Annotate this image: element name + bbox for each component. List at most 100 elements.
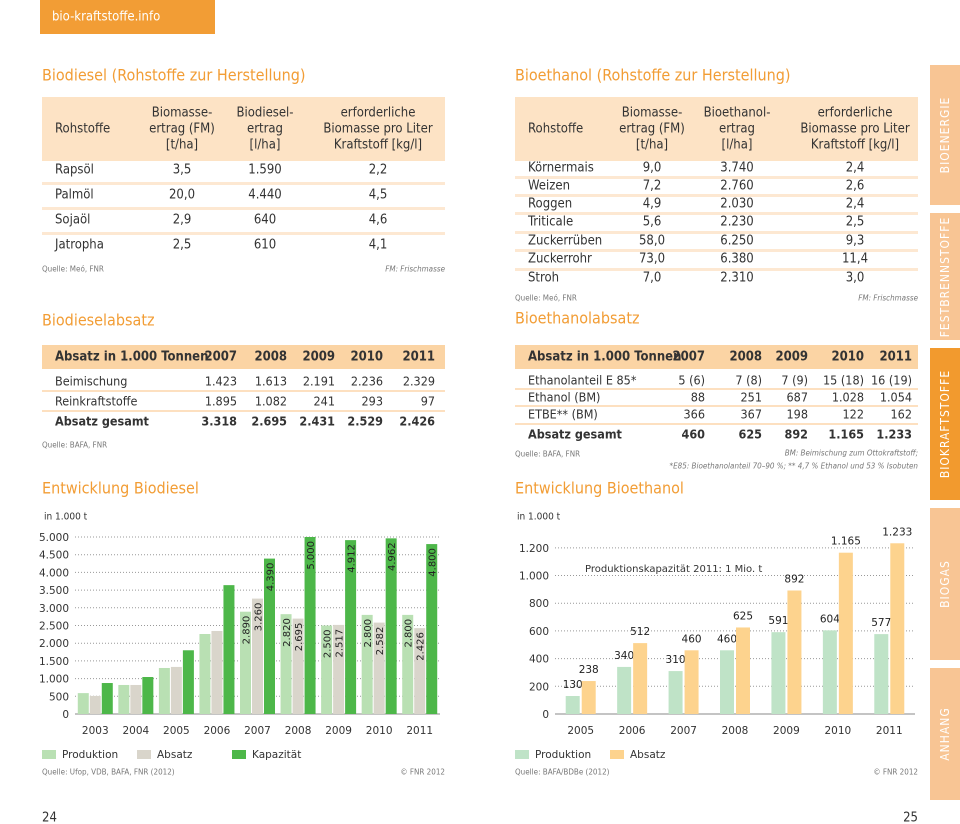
table-header: Biomasse pro Liter — [800, 121, 910, 137]
y-tick-label: 5.000 — [39, 532, 69, 544]
bar — [426, 544, 438, 714]
table-cell: 97 — [420, 393, 435, 409]
value-label: 2.426 — [416, 632, 427, 661]
bar — [736, 627, 750, 714]
bar — [633, 643, 648, 714]
table-header: Bioethanol- — [703, 105, 771, 121]
table-header: 2009 — [775, 349, 808, 365]
table-cell: ETBE** (BM) — [528, 406, 598, 422]
bar — [581, 681, 596, 714]
legend-label: Absatz — [630, 749, 666, 761]
table-cell: Absatz gesamt — [55, 413, 149, 429]
bar — [414, 628, 426, 714]
table-cell: Körnermais — [528, 160, 594, 176]
table-header: Absatz in 1.000 Tonnen — [528, 349, 682, 365]
y-tick-label: 1.500 — [39, 656, 69, 668]
value-label: 4.390 — [266, 563, 277, 592]
value-label: 5.000 — [306, 541, 317, 570]
table-cell: 3.318 — [201, 413, 237, 429]
table-cell: 16 (19) — [871, 372, 912, 388]
value-label: 460 — [717, 633, 737, 645]
table-header: 2007 — [204, 349, 237, 365]
table-header-bg — [515, 97, 918, 161]
x-tick-label: 2010 — [824, 725, 851, 737]
table-cell: 2.310 — [720, 270, 754, 286]
bar — [373, 622, 385, 714]
y-tick-label: 3.000 — [39, 603, 69, 615]
table-header: 2008 — [254, 349, 287, 365]
legend-label: Absatz — [157, 749, 193, 761]
note: BM: Beimischung zum Ottokraftstoff; — [784, 448, 918, 458]
table-cell: 2.191 — [302, 373, 335, 389]
table-cell: 1.165 — [828, 426, 864, 442]
y-tick-label: 3.500 — [39, 585, 69, 597]
table-header: ertrag (FM) — [619, 121, 685, 137]
table-header: Rohstoffe — [528, 121, 584, 137]
section-title: Bioethanolabsatz — [515, 308, 640, 328]
bar — [130, 684, 142, 714]
row-separator — [515, 404, 918, 407]
table-cell: Zuckerrüben — [528, 233, 603, 249]
bar — [345, 540, 357, 714]
y-tick-label: 200 — [529, 681, 549, 693]
value-label: 512 — [630, 626, 650, 638]
table-header: 2011 — [879, 349, 912, 365]
y-tick-label: 4.500 — [39, 550, 69, 562]
bar — [304, 537, 316, 714]
table-cell: 198 — [786, 406, 808, 422]
value-label: 2.517 — [335, 629, 346, 658]
bar — [240, 611, 251, 714]
row-separator — [515, 212, 918, 215]
value-label: 3.260 — [254, 603, 265, 632]
table-header: [t/ha] — [165, 137, 199, 153]
legend-label: Produktion — [535, 749, 591, 761]
bar — [77, 693, 89, 714]
value-label: 2.800 — [363, 619, 374, 648]
value-label: 2.820 — [282, 618, 293, 647]
table-cell: Stroh — [528, 270, 560, 286]
bar — [771, 632, 786, 714]
table-cell: 2.760 — [720, 178, 754, 194]
bar — [223, 585, 235, 714]
bar — [838, 552, 853, 714]
y-tick-label: 0 — [542, 709, 549, 721]
table-cell: 6.380 — [720, 251, 754, 267]
table-header: ertrag — [719, 121, 755, 137]
value-label: 4.800 — [428, 548, 439, 577]
table-header: Kraftstoff [kg/l] — [333, 137, 423, 153]
table-cell: 3.740 — [720, 160, 754, 176]
table-header: erforderliche — [340, 105, 416, 121]
value-label: 2.500 — [323, 630, 334, 659]
value-label: 577 — [871, 617, 891, 629]
table-cell: 2.431 — [299, 413, 335, 429]
y-tick-label: 800 — [529, 598, 549, 610]
y-tick-label: 2.500 — [39, 621, 69, 633]
y-tick-label: 4.000 — [39, 567, 69, 579]
x-tick-label: 2006 — [204, 725, 231, 737]
bar — [142, 677, 154, 714]
x-tick-label: 2008 — [285, 725, 312, 737]
legend-swatch — [610, 750, 624, 759]
x-tick-label: 2007 — [670, 725, 697, 737]
source: Quelle: Meó, FNR — [515, 293, 577, 303]
page-number: 24 — [42, 810, 57, 824]
table-cell: 7 (8) — [735, 372, 762, 388]
table-cell: 1.590 — [248, 162, 282, 178]
y-tick-label: 400 — [529, 654, 549, 666]
table-cell: 1.028 — [831, 389, 864, 405]
y-tick-label: 600 — [529, 626, 549, 638]
table-cell: Sojaöl — [55, 212, 91, 228]
table-cell: 5 (6) — [678, 372, 705, 388]
y-tick-label: 2.000 — [39, 638, 69, 650]
table-cell: 2.695 — [251, 413, 287, 429]
note: FM: Frischmasse — [858, 293, 918, 303]
bar — [199, 633, 211, 714]
table-header: Rohstoffe — [55, 121, 111, 137]
value-label: 4.912 — [347, 544, 358, 573]
page-number: 25 — [903, 810, 918, 824]
table-cell: 1.613 — [254, 373, 287, 389]
bar — [668, 671, 683, 714]
table-cell: 460 — [681, 426, 705, 442]
table-cell: 625 — [738, 426, 762, 442]
